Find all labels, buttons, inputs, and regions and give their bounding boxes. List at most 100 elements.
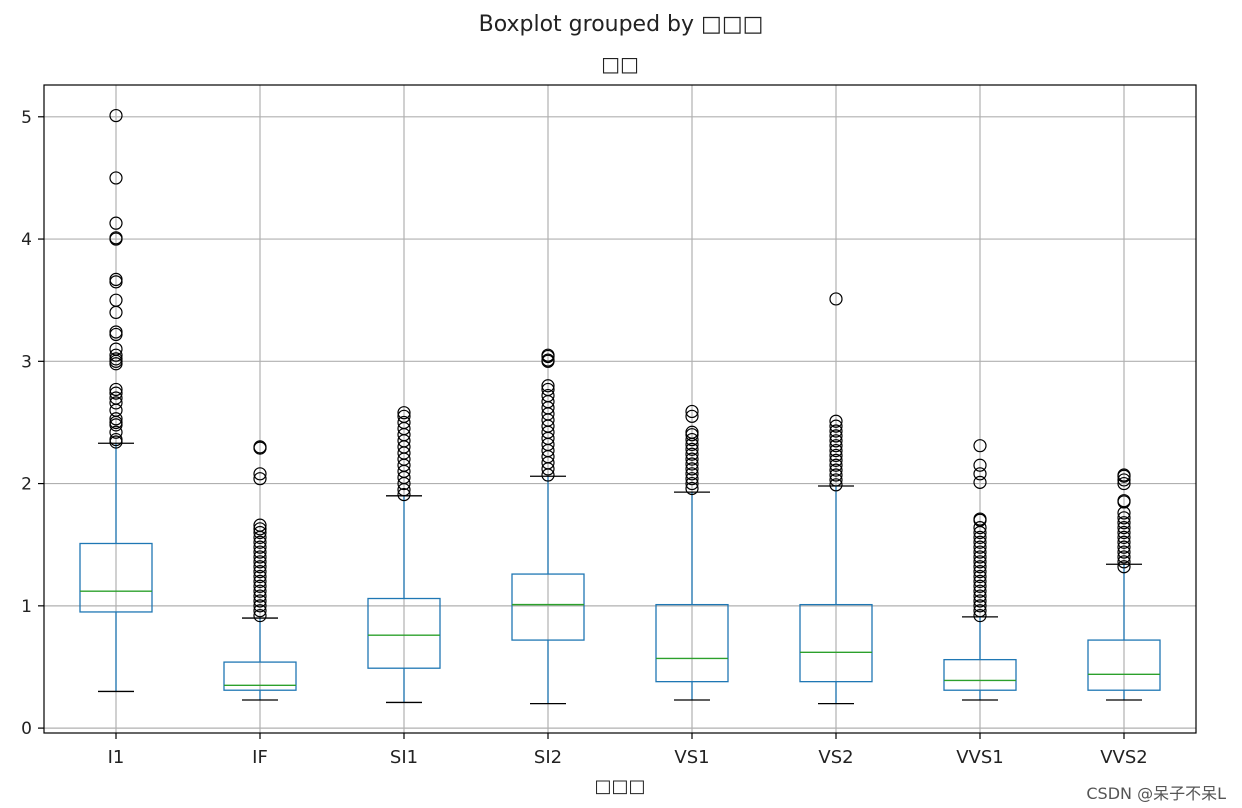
outlier-point bbox=[973, 540, 987, 554]
outlier-point bbox=[253, 589, 267, 603]
outlier-point bbox=[109, 293, 123, 307]
outlier-point bbox=[973, 569, 987, 584]
outlier-point bbox=[829, 292, 843, 306]
outlier-point bbox=[109, 352, 123, 366]
outlier-point bbox=[973, 579, 987, 593]
outlier-point bbox=[973, 550, 987, 564]
x-tick-label: IF bbox=[252, 747, 268, 768]
outlier-point bbox=[685, 462, 699, 476]
outlier-point bbox=[685, 476, 699, 491]
outlier-point bbox=[1117, 555, 1131, 569]
box-group-i1 bbox=[79, 108, 153, 693]
outlier-point bbox=[253, 535, 267, 549]
outlier-point bbox=[1117, 473, 1131, 487]
x-tick-label: VS2 bbox=[818, 747, 853, 768]
axes-layer: 0 1 2 3 4 5 I1 IF SI1 SI2 VS1 VS2 VVS1 VVS2 bbox=[21, 84, 1197, 768]
outlier-point bbox=[973, 520, 987, 535]
outlier-point bbox=[829, 419, 843, 433]
outlier-point bbox=[253, 467, 267, 481]
outlier-point bbox=[1117, 476, 1131, 491]
outlier-point bbox=[109, 391, 123, 405]
outlier-point bbox=[253, 594, 267, 608]
iqr-box bbox=[799, 603, 873, 683]
outlier-point bbox=[973, 604, 987, 618]
outlier-point bbox=[253, 522, 267, 536]
outlier-point bbox=[829, 434, 843, 448]
outlier-point bbox=[253, 440, 267, 454]
outlier-point bbox=[109, 425, 123, 439]
outlier-point bbox=[253, 525, 267, 540]
outlier-point bbox=[685, 442, 699, 456]
outlier-point bbox=[973, 512, 987, 526]
outlier-point bbox=[253, 560, 267, 574]
y-tick-label: 3 bbox=[21, 352, 32, 372]
iqr-box bbox=[655, 603, 729, 683]
iqr-box bbox=[511, 573, 585, 641]
outlier-point bbox=[541, 348, 555, 362]
outlier-point bbox=[1117, 468, 1131, 482]
outlier-point bbox=[397, 409, 411, 423]
outlier-point bbox=[829, 473, 843, 487]
outlier-point bbox=[1117, 494, 1131, 508]
box-group-si2 bbox=[511, 348, 585, 705]
outlier-point bbox=[253, 584, 267, 598]
outlier-point bbox=[397, 415, 411, 430]
outlier-point bbox=[253, 472, 267, 486]
outlier-point bbox=[253, 579, 267, 593]
y-tick-label: 1 bbox=[21, 597, 32, 617]
outlier-point bbox=[109, 412, 123, 426]
outlier-point bbox=[397, 406, 411, 420]
box-group-si1 bbox=[367, 406, 441, 704]
outlier-point bbox=[109, 171, 123, 185]
y-tick-label: 4 bbox=[21, 230, 32, 250]
outlier-point bbox=[973, 589, 987, 603]
x-axis-label: □□□ bbox=[594, 776, 646, 797]
outlier-point bbox=[973, 475, 987, 489]
outlier-point bbox=[541, 353, 555, 367]
outlier-point bbox=[253, 550, 267, 564]
outlier-point bbox=[109, 216, 123, 230]
outlier-point bbox=[685, 472, 699, 486]
outlier-point bbox=[829, 478, 843, 492]
outlier-point bbox=[1117, 516, 1131, 530]
outlier-point bbox=[829, 424, 843, 438]
outlier-point bbox=[973, 584, 987, 598]
outlier-point bbox=[973, 535, 987, 549]
outlier-point bbox=[1117, 520, 1131, 535]
outlier-point bbox=[253, 540, 267, 554]
outlier-point bbox=[973, 574, 987, 588]
outlier-point bbox=[109, 396, 123, 410]
outlier-point bbox=[973, 594, 987, 608]
outlier-point bbox=[829, 439, 843, 453]
outlier-point bbox=[829, 463, 843, 477]
boxes-layer bbox=[79, 108, 1161, 705]
outlier-point bbox=[685, 452, 699, 466]
x-tick-label: VVS2 bbox=[1100, 747, 1148, 768]
outlier-point bbox=[253, 604, 267, 618]
outlier-point bbox=[109, 342, 123, 356]
outlier-point bbox=[685, 447, 699, 461]
outlier-point bbox=[973, 565, 987, 579]
outlier-point bbox=[109, 108, 123, 123]
box-group-vs1 bbox=[655, 404, 729, 701]
outlier-point bbox=[685, 481, 699, 496]
outlier-point bbox=[973, 599, 987, 613]
outlier-point bbox=[685, 432, 699, 447]
outlier-point bbox=[829, 448, 843, 463]
outlier-point bbox=[253, 518, 267, 532]
outlier-point bbox=[109, 432, 123, 447]
y-tick-label: 0 bbox=[21, 719, 32, 739]
outlier-point bbox=[973, 609, 987, 623]
box-group-vs2 bbox=[799, 292, 873, 705]
outlier-point bbox=[109, 348, 123, 362]
outlier-point bbox=[685, 457, 699, 471]
outlier-point bbox=[109, 231, 123, 245]
y-tick-label: 5 bbox=[21, 108, 32, 128]
outlier-point bbox=[973, 560, 987, 574]
outlier-point bbox=[1117, 540, 1131, 554]
outlier-point bbox=[1117, 545, 1131, 559]
x-tick-label: SI2 bbox=[534, 747, 562, 768]
outlier-point bbox=[541, 388, 555, 403]
outlier-point bbox=[541, 379, 555, 393]
outlier-point bbox=[109, 325, 123, 339]
